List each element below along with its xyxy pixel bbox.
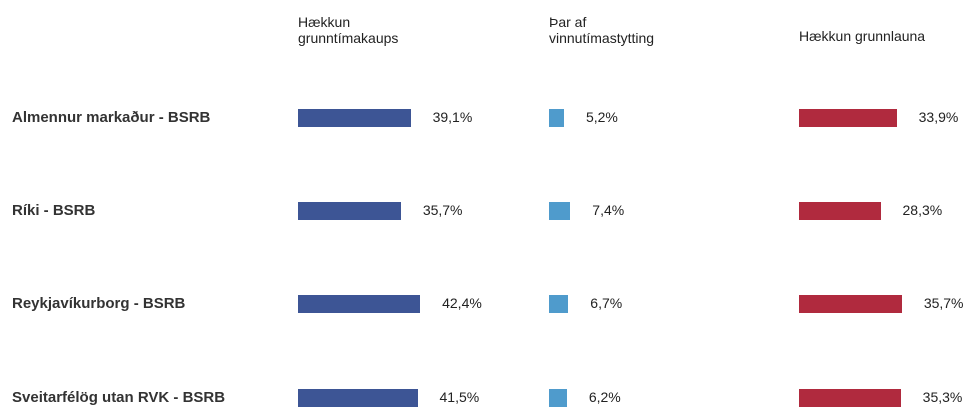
value-label: 39,1%: [432, 109, 473, 125]
value-label: 35,7%: [422, 202, 463, 218]
bar: [298, 109, 411, 127]
bar: [799, 295, 902, 313]
value-label: 28,3%: [902, 202, 943, 218]
value-label: 7,4%: [592, 202, 625, 218]
value-label: 41,5%: [439, 389, 480, 405]
value-label: 35,3%: [922, 389, 963, 405]
category-label: Sveitarfélög utan RVK - BSRB: [12, 389, 226, 406]
bar: [799, 109, 897, 127]
category-label: Ríki - BSRB: [12, 202, 96, 219]
bar: [298, 202, 401, 220]
value-label: 42,4%: [442, 295, 482, 311]
category-label: Reykjavíkurborg - BSRB: [12, 295, 186, 312]
value-label: 35,7%: [923, 295, 964, 311]
value-label: 5,2%: [585, 109, 618, 125]
bar: [298, 389, 418, 407]
bar: [799, 389, 901, 407]
column-header: Hækkun grunnlauna: [799, 28, 926, 44]
column-header: Hækkun grunntímakaups: [298, 14, 399, 46]
category-label: Almennur markaður - BSRB: [12, 109, 211, 126]
bar: [549, 202, 571, 220]
column-header: Þar af vinnutímastytting: [549, 14, 655, 46]
bar: [549, 109, 564, 127]
bar: [298, 295, 421, 313]
value-label: 33,9%: [918, 109, 959, 125]
bar: [549, 295, 569, 313]
value-label: 6,2%: [588, 389, 621, 405]
bar: [549, 389, 567, 407]
value-label: 6,7%: [590, 295, 623, 311]
bar: [799, 202, 881, 220]
